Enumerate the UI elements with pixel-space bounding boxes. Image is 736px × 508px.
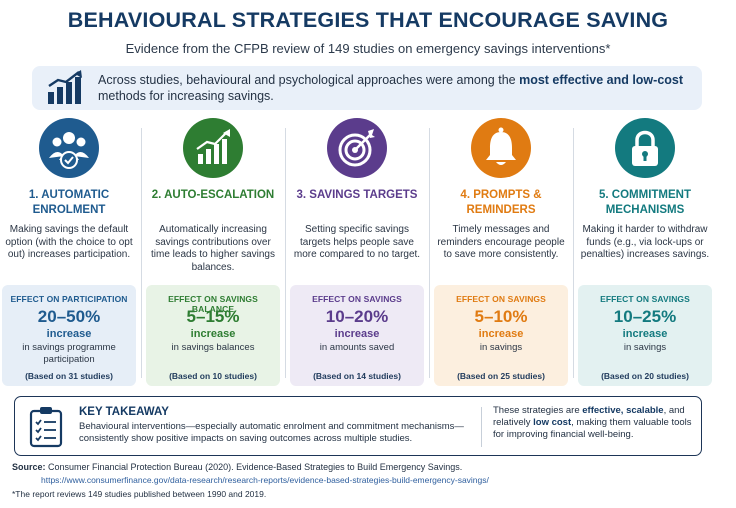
effect-value: 10–20% xyxy=(325,307,389,326)
intro-banner: Across studies, behavioural and psycholo… xyxy=(32,66,702,110)
increase-label: increase xyxy=(190,328,236,340)
bar-chart-growth-icon xyxy=(48,70,82,104)
column-divider xyxy=(285,128,286,378)
effect-value: 10–25% xyxy=(613,307,677,326)
based-on: (Based on 20 studies) xyxy=(601,371,689,381)
increase-label: increase xyxy=(46,328,92,340)
strategy-heading: 1. AUTOMATIC ENROLMENT xyxy=(28,189,110,216)
based-on: (Based on 25 studies) xyxy=(457,371,545,381)
page-subtitle: Evidence from the CFPB review of 149 stu… xyxy=(125,41,611,56)
based-on: (Based on 10 studies) xyxy=(169,371,257,381)
takeaway-title: KEY TAKEAWAY xyxy=(79,406,169,418)
strategy-savings-targets: 3. SAVINGS TARGETS Setting specific savi… xyxy=(290,118,424,388)
effect-value: 20–50% xyxy=(37,307,101,326)
footnote: *The report reviews 149 studies publishe… xyxy=(12,489,267,499)
effect-box: EFFECT ON SAVINGS 5–10% increase in savi… xyxy=(434,285,568,386)
column-divider xyxy=(573,128,574,378)
key-takeaway-box: KEY TAKEAWAY Behavioural interventions—e… xyxy=(14,396,702,456)
effect-measure: in savings xyxy=(623,342,667,353)
source-citation: Source: Consumer Financial Protection Bu… xyxy=(12,462,463,472)
strategy-heading: 2. AUTO-ESCALATION xyxy=(151,189,275,201)
effect-label: EFFECT ON PARTICIPATION xyxy=(10,294,128,304)
effect-box: EFFECT ON SAVINGS BALANCE 5–15% increase… xyxy=(146,285,280,386)
takeaway-text: Behavioural interventions—especially aut… xyxy=(79,421,464,444)
effect-label: EFFECT ON SAVINGS xyxy=(600,294,690,304)
intro-text: Across studies, behavioural and psycholo… xyxy=(98,73,684,103)
strategy-description: Making savings the default option (with … xyxy=(5,224,133,260)
strategy-commitment-mechanisms: 5. COMMITMENT MECHANISMS Making it harde… xyxy=(578,118,712,388)
target-icon xyxy=(327,118,387,178)
group-check-icon xyxy=(39,118,99,178)
effect-measure: in savings programme participation xyxy=(22,342,116,365)
effect-measure: in savings balances xyxy=(171,342,255,353)
strategy-heading: 3. SAVINGS TARGETS xyxy=(296,189,418,201)
effect-value: 5–10% xyxy=(474,307,528,326)
based-on: (Based on 14 studies) xyxy=(313,371,401,381)
page-title: BEHAVIOURAL STRATEGIES THAT ENCOURAGE SA… xyxy=(67,8,669,32)
strategy-description: Timely messages and reminders encourage … xyxy=(437,224,565,260)
effect-label: EFFECT ON SAVINGS xyxy=(312,294,402,304)
effect-measure: in amounts saved xyxy=(319,342,395,353)
column-divider xyxy=(141,128,142,378)
effect-measure: in savings xyxy=(479,342,523,353)
strategy-description: Automatically increasing savings contrib… xyxy=(151,224,275,273)
takeaway-summary: These strategies are effective, scalable… xyxy=(493,405,692,440)
strategy-heading: 4. PROMPTS & REMINDERS xyxy=(460,189,542,216)
takeaway-divider xyxy=(481,407,482,447)
strategy-description: Making it harder to withdraw funds (e.g.… xyxy=(580,224,710,260)
increase-label: increase xyxy=(478,328,524,340)
source-link[interactable]: https://www.consumerfinance.gov/data-res… xyxy=(41,475,489,485)
increase-label: increase xyxy=(622,328,668,340)
rising-bars-icon xyxy=(183,118,243,178)
bell-icon xyxy=(471,118,531,178)
strategy-automatic-enrolment: 1. AUTOMATIC ENROLMENT Making savings th… xyxy=(2,118,136,388)
padlock-icon xyxy=(615,118,675,178)
increase-label: increase xyxy=(334,328,380,340)
column-divider xyxy=(429,128,430,378)
effect-box: EFFECT ON PARTICIPATION 20–50% increase … xyxy=(2,285,136,386)
effect-box: EFFECT ON SAVINGS 10–25% increase in sav… xyxy=(578,285,712,386)
strategy-description: Setting specific savings targets helps p… xyxy=(293,224,421,260)
based-on: (Based on 31 studies) xyxy=(25,371,113,381)
strategies-grid: 1. AUTOMATIC ENROLMENT Making savings th… xyxy=(0,118,736,388)
effect-box: EFFECT ON SAVINGS 10–20% increase in amo… xyxy=(290,285,424,386)
strategy-heading: 5. COMMITMENT MECHANISMS xyxy=(599,189,691,216)
effect-value: 5–15% xyxy=(186,307,240,326)
effect-label: EFFECT ON SAVINGS BALANCE xyxy=(168,294,258,314)
strategy-prompts-reminders: 4. PROMPTS & REMINDERS Timely messages a… xyxy=(434,118,568,388)
strategy-auto-escalation: 2. AUTO-ESCALATION Automatically increas… xyxy=(146,118,280,388)
checklist-clipboard-icon xyxy=(29,407,63,448)
effect-label: EFFECT ON SAVINGS xyxy=(456,294,546,304)
